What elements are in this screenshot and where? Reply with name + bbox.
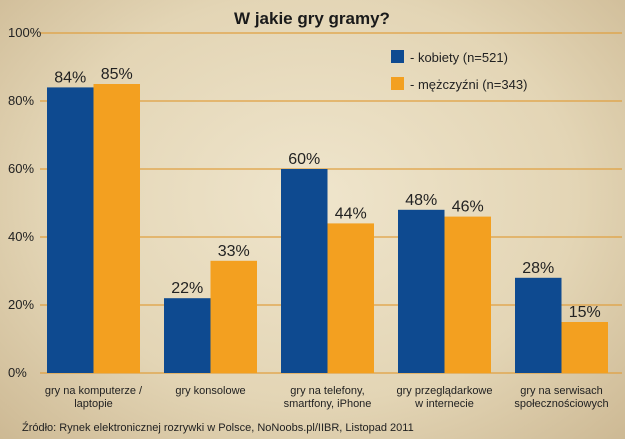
x-tick-label: gry przeglądarkowe <box>397 385 493 397</box>
bar <box>281 169 328 373</box>
data-label: 22% <box>171 280 203 297</box>
y-tick-label: 60% <box>8 161 34 176</box>
y-tick-label: 20% <box>8 297 34 312</box>
y-tick-label: 40% <box>8 229 34 244</box>
data-label: 84% <box>54 69 86 86</box>
x-tick-label: gry na telefony, <box>290 385 364 397</box>
legend-label: - kobiety (n=521) <box>410 50 508 65</box>
bar <box>561 322 608 373</box>
y-tick-label: 80% <box>8 93 34 108</box>
y-tick-label: 100% <box>8 25 42 40</box>
legend-swatch <box>391 77 404 90</box>
data-label: 33% <box>218 243 250 260</box>
data-label: 46% <box>452 199 484 216</box>
bar <box>93 84 140 373</box>
bar <box>327 223 374 373</box>
bar <box>210 260 257 373</box>
source-note: Źródło: Rynek elektronicznej rozrywki w … <box>22 421 414 434</box>
legend-label: - mężczyźni (n=343) <box>410 77 527 92</box>
bar <box>515 277 562 373</box>
bar <box>398 209 445 373</box>
x-tick-label: społecznościowych <box>514 398 608 410</box>
x-tick-label: gry na serwisach <box>520 385 603 397</box>
x-tick-label: gry konsolowe <box>175 385 245 397</box>
legend-swatch <box>391 50 404 63</box>
bar <box>444 216 491 373</box>
data-label: 48% <box>405 192 437 209</box>
x-tick-label: w internecie <box>414 398 474 410</box>
legend: - kobiety (n=521) - mężczyźni (n=343) <box>391 50 527 92</box>
data-label: 85% <box>101 66 133 83</box>
y-tick-label: 0% <box>8 365 27 380</box>
x-tick-label: gry na komputerze / <box>45 385 143 397</box>
bar <box>47 87 94 374</box>
bar <box>164 298 211 373</box>
data-label: 28% <box>522 260 554 277</box>
x-tick-label: laptopie <box>74 398 113 410</box>
data-label: 44% <box>335 205 367 222</box>
data-label: 15% <box>569 304 601 321</box>
data-label: 60% <box>288 151 320 168</box>
chart-title: W jakie gry gramy? <box>234 9 390 28</box>
x-tick-label: smartfony, iPhone <box>284 398 372 410</box>
